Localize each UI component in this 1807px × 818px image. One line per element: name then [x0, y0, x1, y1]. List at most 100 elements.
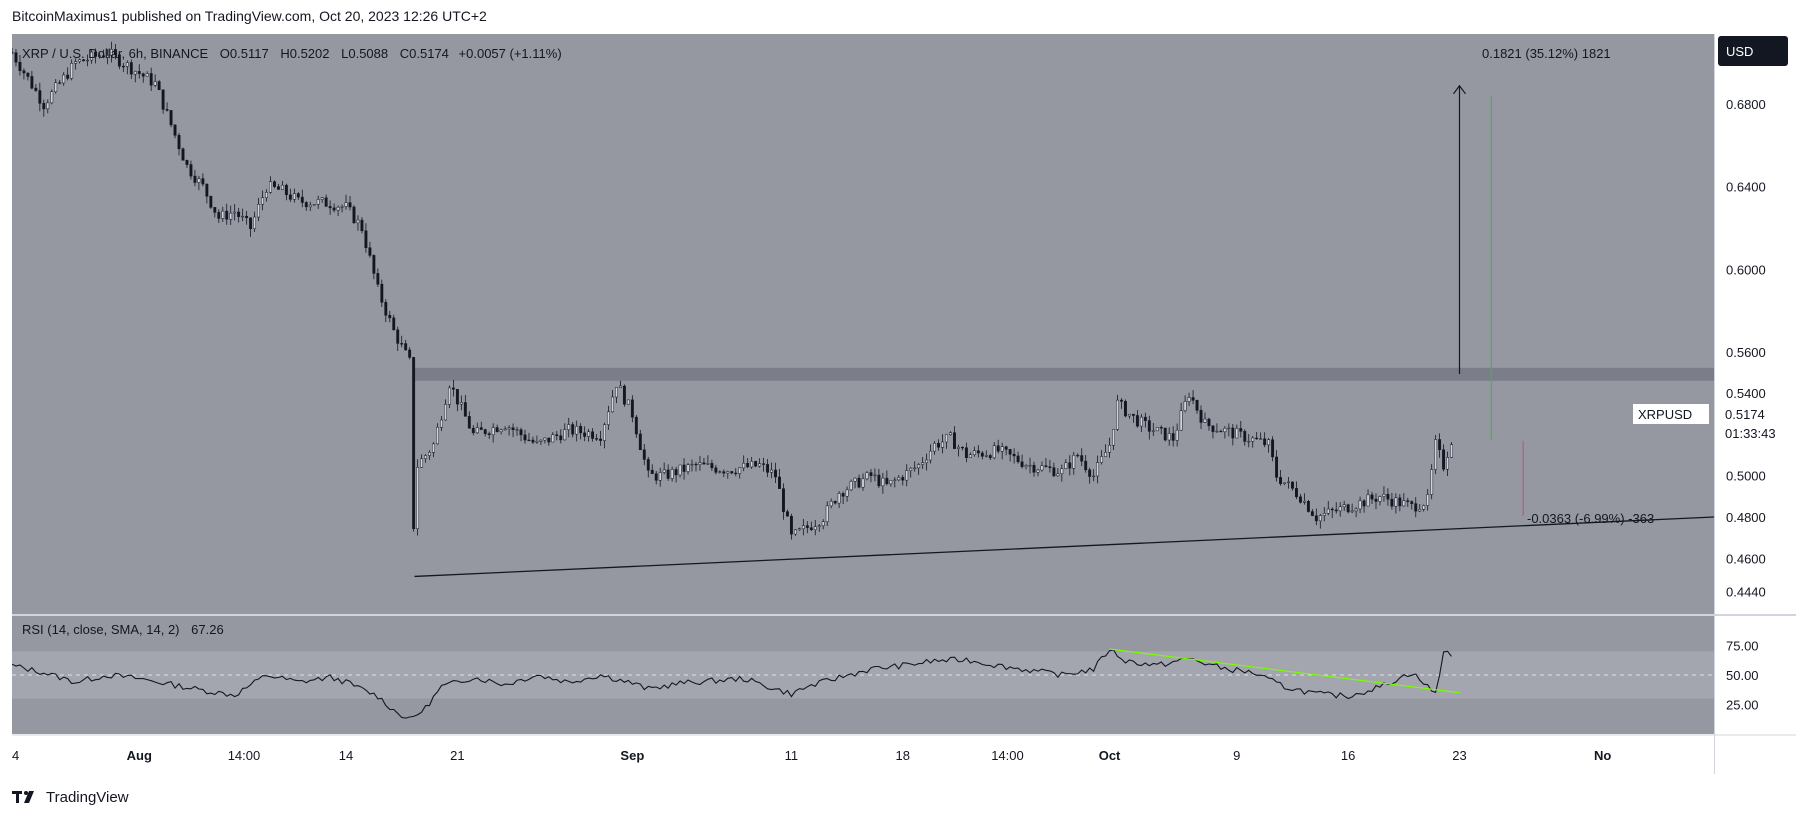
candle-body[interactable]	[1330, 508, 1334, 511]
candle-body[interactable]	[821, 521, 825, 526]
candle-body[interactable]	[284, 184, 288, 196]
candle-body[interactable]	[1398, 497, 1402, 507]
candle-body[interactable]	[1183, 401, 1187, 411]
candle-body[interactable]	[1354, 508, 1358, 512]
time-axis[interactable]: 24 Aug 14:00 14 21 Sep 11 18 14:00 Oct 9 16 23 No	[12, 748, 1611, 763]
candle-body[interactable]	[1251, 437, 1255, 442]
candle-body[interactable]	[1306, 500, 1310, 512]
candle-body[interactable]	[694, 463, 698, 466]
candle-body[interactable]	[1096, 462, 1100, 477]
candle-body[interactable]	[328, 206, 332, 209]
candle-body[interactable]	[1211, 425, 1215, 432]
candle-body[interactable]	[579, 426, 583, 434]
candle-body[interactable]	[1052, 467, 1056, 477]
candle-body[interactable]	[567, 424, 571, 430]
candle-body[interactable]	[873, 474, 877, 477]
candle-body[interactable]	[463, 402, 467, 417]
price-pane-background[interactable]	[12, 34, 1714, 614]
rsi-divergence-line[interactable]	[1109, 648, 1460, 694]
candle-body[interactable]	[941, 441, 944, 448]
candle-body[interactable]	[730, 471, 734, 474]
candle-body[interactable]	[595, 438, 599, 440]
candle-body[interactable]	[1366, 494, 1370, 507]
candle-body[interactable]	[459, 402, 463, 405]
candle-body[interactable]	[1028, 464, 1032, 467]
candle-body[interactable]	[575, 426, 579, 435]
candle-body[interactable]	[483, 429, 487, 434]
candle-body[interactable]	[1378, 496, 1382, 502]
ohlc-legend[interactable]: XRP / U.S. Dollar, 6h, BINANCE O0.5117 H…	[22, 46, 562, 61]
candle-body[interactable]	[754, 461, 758, 467]
candle-body[interactable]	[1267, 439, 1271, 446]
candle-body[interactable]	[447, 387, 451, 405]
candle-body[interactable]	[336, 206, 340, 211]
candle-body[interactable]	[523, 434, 527, 441]
candle-body[interactable]	[774, 469, 777, 478]
candle-body[interactable]	[189, 164, 193, 177]
candle-body[interactable]	[559, 435, 563, 441]
candle-body[interactable]	[1342, 504, 1346, 508]
candle-body[interactable]	[829, 501, 833, 507]
candle-body[interactable]	[1008, 449, 1012, 455]
candle-body[interactable]	[1370, 494, 1374, 500]
candle-body[interactable]	[1143, 416, 1147, 421]
candle-body[interactable]	[1203, 418, 1207, 423]
candle-body[interactable]	[312, 204, 316, 206]
candle-body[interactable]	[348, 202, 352, 208]
candle-body[interactable]	[1275, 456, 1279, 478]
candle-body[interactable]	[384, 302, 388, 316]
candle-body[interactable]	[853, 477, 857, 482]
candle-body[interactable]	[949, 432, 952, 436]
candle-body[interactable]	[535, 441, 539, 443]
candle-body[interactable]	[209, 195, 213, 208]
candle-body[interactable]	[185, 160, 189, 165]
candle-body[interactable]	[173, 124, 177, 136]
candle-body[interactable]	[233, 211, 237, 214]
candle-body[interactable]	[770, 469, 773, 473]
candle-body[interactable]	[288, 194, 292, 200]
candle-body[interactable]	[746, 462, 750, 468]
candle-body[interactable]	[1167, 433, 1171, 441]
candle-body[interactable]	[714, 467, 718, 473]
candle-body[interactable]	[1024, 465, 1028, 467]
candle-body[interactable]	[125, 62, 129, 67]
candle-body[interactable]	[408, 349, 412, 358]
candle-body[interactable]	[257, 204, 260, 218]
candle-body[interactable]	[444, 404, 447, 421]
candle-body[interactable]	[666, 469, 670, 479]
candle-body[interactable]	[1302, 500, 1306, 503]
candle-body[interactable]	[261, 197, 264, 205]
candle-body[interactable]	[467, 416, 471, 429]
candle-body[interactable]	[1362, 500, 1366, 507]
candle-body[interactable]	[30, 76, 34, 89]
candle-body[interactable]	[682, 464, 686, 472]
candle-body[interactable]	[1020, 461, 1024, 467]
candle-body[interactable]	[742, 462, 746, 469]
candle-body[interactable]	[499, 429, 503, 433]
candle-body[interactable]	[320, 197, 324, 200]
candle-body[interactable]	[1084, 460, 1088, 471]
candle-body[interactable]	[881, 477, 885, 487]
candle-body[interactable]	[145, 73, 149, 77]
candle-body[interactable]	[1350, 510, 1354, 513]
candle-body[interactable]	[213, 207, 217, 213]
candle-body[interactable]	[1402, 500, 1406, 507]
candle-body[interactable]	[165, 109, 169, 111]
candle-body[interactable]	[913, 467, 917, 469]
candle-body[interactable]	[22, 70, 26, 74]
candle-body[interactable]	[937, 442, 940, 448]
candle-body[interactable]	[1334, 509, 1338, 512]
candle-body[interactable]	[1163, 427, 1167, 441]
candle-body[interactable]	[1219, 430, 1223, 433]
candle-body[interactable]	[388, 314, 392, 319]
candle-body[interactable]	[1295, 488, 1298, 498]
candle-body[interactable]	[356, 219, 360, 224]
candle-body[interactable]	[611, 396, 614, 413]
candle-body[interactable]	[102, 55, 105, 58]
candle-body[interactable]	[1104, 452, 1108, 457]
candle-body[interactable]	[1004, 446, 1008, 450]
candle-body[interactable]	[479, 427, 483, 430]
candle-body[interactable]	[1414, 503, 1418, 512]
candle-body[interactable]	[316, 199, 320, 205]
candle-body[interactable]	[296, 193, 300, 198]
